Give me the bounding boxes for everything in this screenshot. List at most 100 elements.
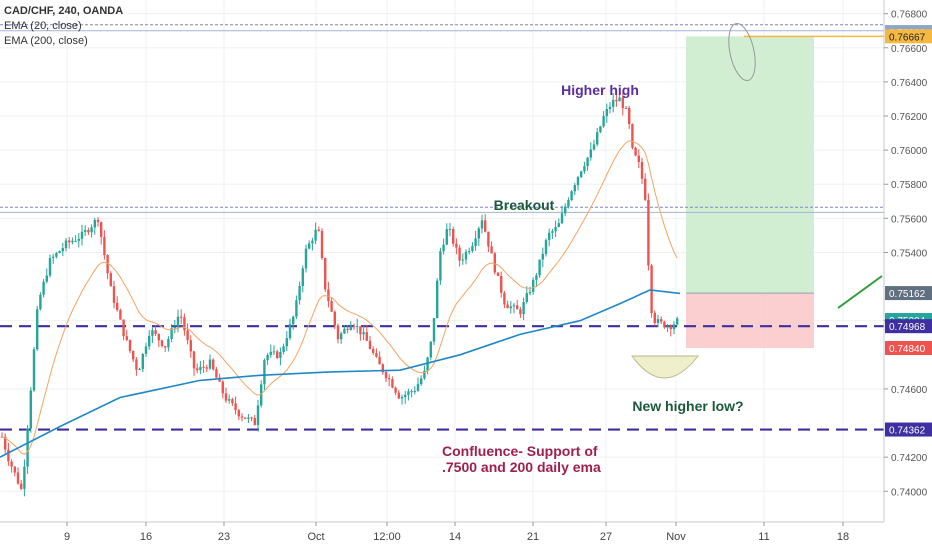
- candle-body: [196, 368, 199, 371]
- candle-body: [493, 253, 496, 273]
- price-tick-label: 0.74000: [891, 487, 928, 498]
- time-tick-label: 16: [140, 531, 152, 543]
- candle-body: [567, 200, 570, 207]
- candle-body: [80, 231, 84, 239]
- candle-body: [612, 99, 615, 107]
- candle-body: [532, 279, 535, 292]
- price-label: 0.75162: [889, 289, 926, 300]
- candle-body: [352, 325, 356, 327]
- candle-body: [484, 220, 487, 232]
- ema20-line: [1, 140, 678, 455]
- candle-body: [439, 251, 442, 281]
- candle-body: [55, 253, 58, 257]
- candle-body: [634, 147, 637, 156]
- candle-body: [240, 416, 244, 418]
- candle-body: [93, 219, 96, 228]
- candle-body: [429, 341, 432, 358]
- candle-body: [330, 301, 333, 312]
- candle-body: [487, 231, 490, 247]
- candle-body: [394, 387, 397, 393]
- candle-body: [500, 275, 503, 293]
- price-tick-label: 0.75600: [891, 214, 928, 225]
- candle-body: [154, 330, 157, 334]
- price-label-box: [885, 341, 932, 355]
- candle-body: [205, 367, 208, 369]
- target-zone: [686, 36, 814, 294]
- candle-body: [314, 229, 317, 241]
- candle-body: [349, 325, 352, 330]
- candle-body: [516, 305, 519, 310]
- candle-body: [528, 291, 532, 294]
- candle-body: [420, 378, 423, 385]
- candle-body: [304, 248, 308, 269]
- candle-body: [23, 466, 26, 489]
- price-tick-label: 0.75400: [891, 248, 928, 259]
- time-tick-label: 18: [837, 531, 849, 543]
- candles: [0, 90, 679, 497]
- candle-body: [445, 229, 448, 245]
- candle-body: [423, 370, 426, 379]
- time-tick-label: 9: [64, 531, 70, 543]
- candle-body: [407, 391, 410, 395]
- candle-body: [404, 394, 407, 398]
- candle-body: [20, 483, 23, 489]
- candle-body: [215, 369, 218, 378]
- candle-body: [116, 302, 119, 310]
- candle-body: [208, 359, 212, 369]
- ema200-legend: EMA (200, close): [4, 35, 88, 47]
- candle-body: [61, 248, 64, 252]
- candle-body: [180, 316, 183, 318]
- candle-body: [176, 316, 180, 327]
- candle-body: [87, 230, 90, 233]
- candle-body: [250, 417, 253, 419]
- candle-body: [458, 247, 461, 261]
- candle-body: [672, 324, 676, 330]
- higher-low-arc: [631, 355, 700, 379]
- candle-body: [490, 246, 493, 254]
- candle-body: [96, 219, 100, 223]
- time-tick-label: Nov: [666, 531, 686, 543]
- candle-body: [77, 238, 80, 241]
- candle-body: [442, 244, 445, 252]
- candle-body: [144, 346, 148, 354]
- price-label: 0.74968: [889, 322, 926, 333]
- candle-body: [256, 405, 260, 426]
- candle-body: [333, 311, 336, 326]
- candle-body: [560, 213, 564, 224]
- candle-body: [436, 280, 439, 319]
- candle-body: [247, 417, 250, 419]
- horizontal-levels: [0, 24, 932, 431]
- price-label-box: [885, 422, 932, 437]
- candle-body: [628, 108, 631, 125]
- candle-body: [512, 305, 516, 307]
- time-tick-label: 21: [527, 531, 539, 543]
- candle-body: [551, 231, 554, 233]
- candle-body: [397, 392, 400, 399]
- candle-body: [416, 384, 420, 391]
- candle-body: [128, 339, 132, 351]
- candle-body: [244, 417, 247, 419]
- candle-body: [448, 228, 452, 230]
- time-tick-label: 23: [218, 531, 230, 543]
- price-axis-bg: [884, 0, 932, 550]
- candle-body: [480, 220, 484, 229]
- price-label: 0.74362: [889, 426, 926, 437]
- candle-body: [461, 259, 464, 261]
- candle-body: [384, 372, 388, 379]
- candle-body: [279, 351, 282, 359]
- candle-body: [474, 238, 477, 247]
- candle-body: [260, 384, 263, 406]
- candle-body: [644, 178, 647, 200]
- candle-body: [4, 436, 7, 450]
- candle-body: [112, 286, 116, 303]
- candle-body: [224, 393, 228, 401]
- candle-body: [647, 199, 650, 266]
- candle-body: [359, 326, 362, 335]
- candle-body: [503, 292, 506, 305]
- candle-body: [189, 340, 192, 352]
- candle-body: [663, 321, 666, 328]
- candle-body: [288, 324, 292, 339]
